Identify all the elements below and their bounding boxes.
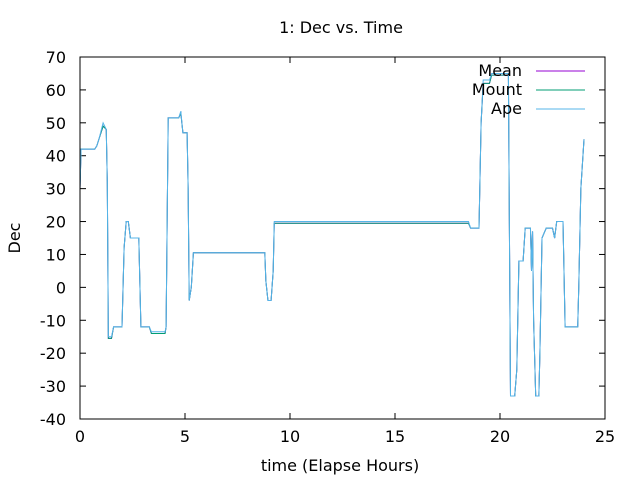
y-tick-label: -40: [40, 410, 66, 429]
y-tick-label: -10: [40, 311, 66, 330]
plot-frame: [79, 56, 606, 420]
legend-label-ape: Ape: [491, 99, 522, 118]
legend-label-mount: Mount: [472, 80, 522, 99]
axis-ticks: 0 5 10 15 20 25 -40 -30 -20 -10 0 10 20 30 40 50 60 70: [40, 48, 615, 446]
series-line-ape: [79, 72, 585, 397]
y-axis-label: Dec: [5, 223, 24, 254]
x-axis-label: time (Elapse Hours): [261, 456, 419, 475]
x-tick-label: 15: [385, 427, 405, 446]
x-tick-label: 10: [280, 427, 300, 446]
y-tick-label: -20: [40, 344, 66, 363]
x-tick-label: 5: [180, 427, 190, 446]
y-tick-label: -30: [40, 377, 66, 396]
x-tick-label: 20: [490, 427, 510, 446]
y-tick-label: 50: [46, 114, 66, 133]
plot-area: [79, 72, 585, 397]
y-tick-label: 20: [46, 213, 66, 232]
y-tick-label: 30: [46, 180, 66, 199]
y-tick-label: 0: [56, 278, 66, 297]
legend-label-mean: Mean: [478, 61, 522, 80]
y-tick-label: 40: [46, 147, 66, 166]
x-tick-label: 25: [595, 427, 615, 446]
chart-title: 1: Dec vs. Time: [279, 18, 403, 37]
y-tick-label: 10: [46, 245, 66, 264]
x-tick-label: 0: [75, 427, 85, 446]
y-tick-label: 60: [46, 81, 66, 100]
y-tick-label: 70: [46, 48, 66, 67]
